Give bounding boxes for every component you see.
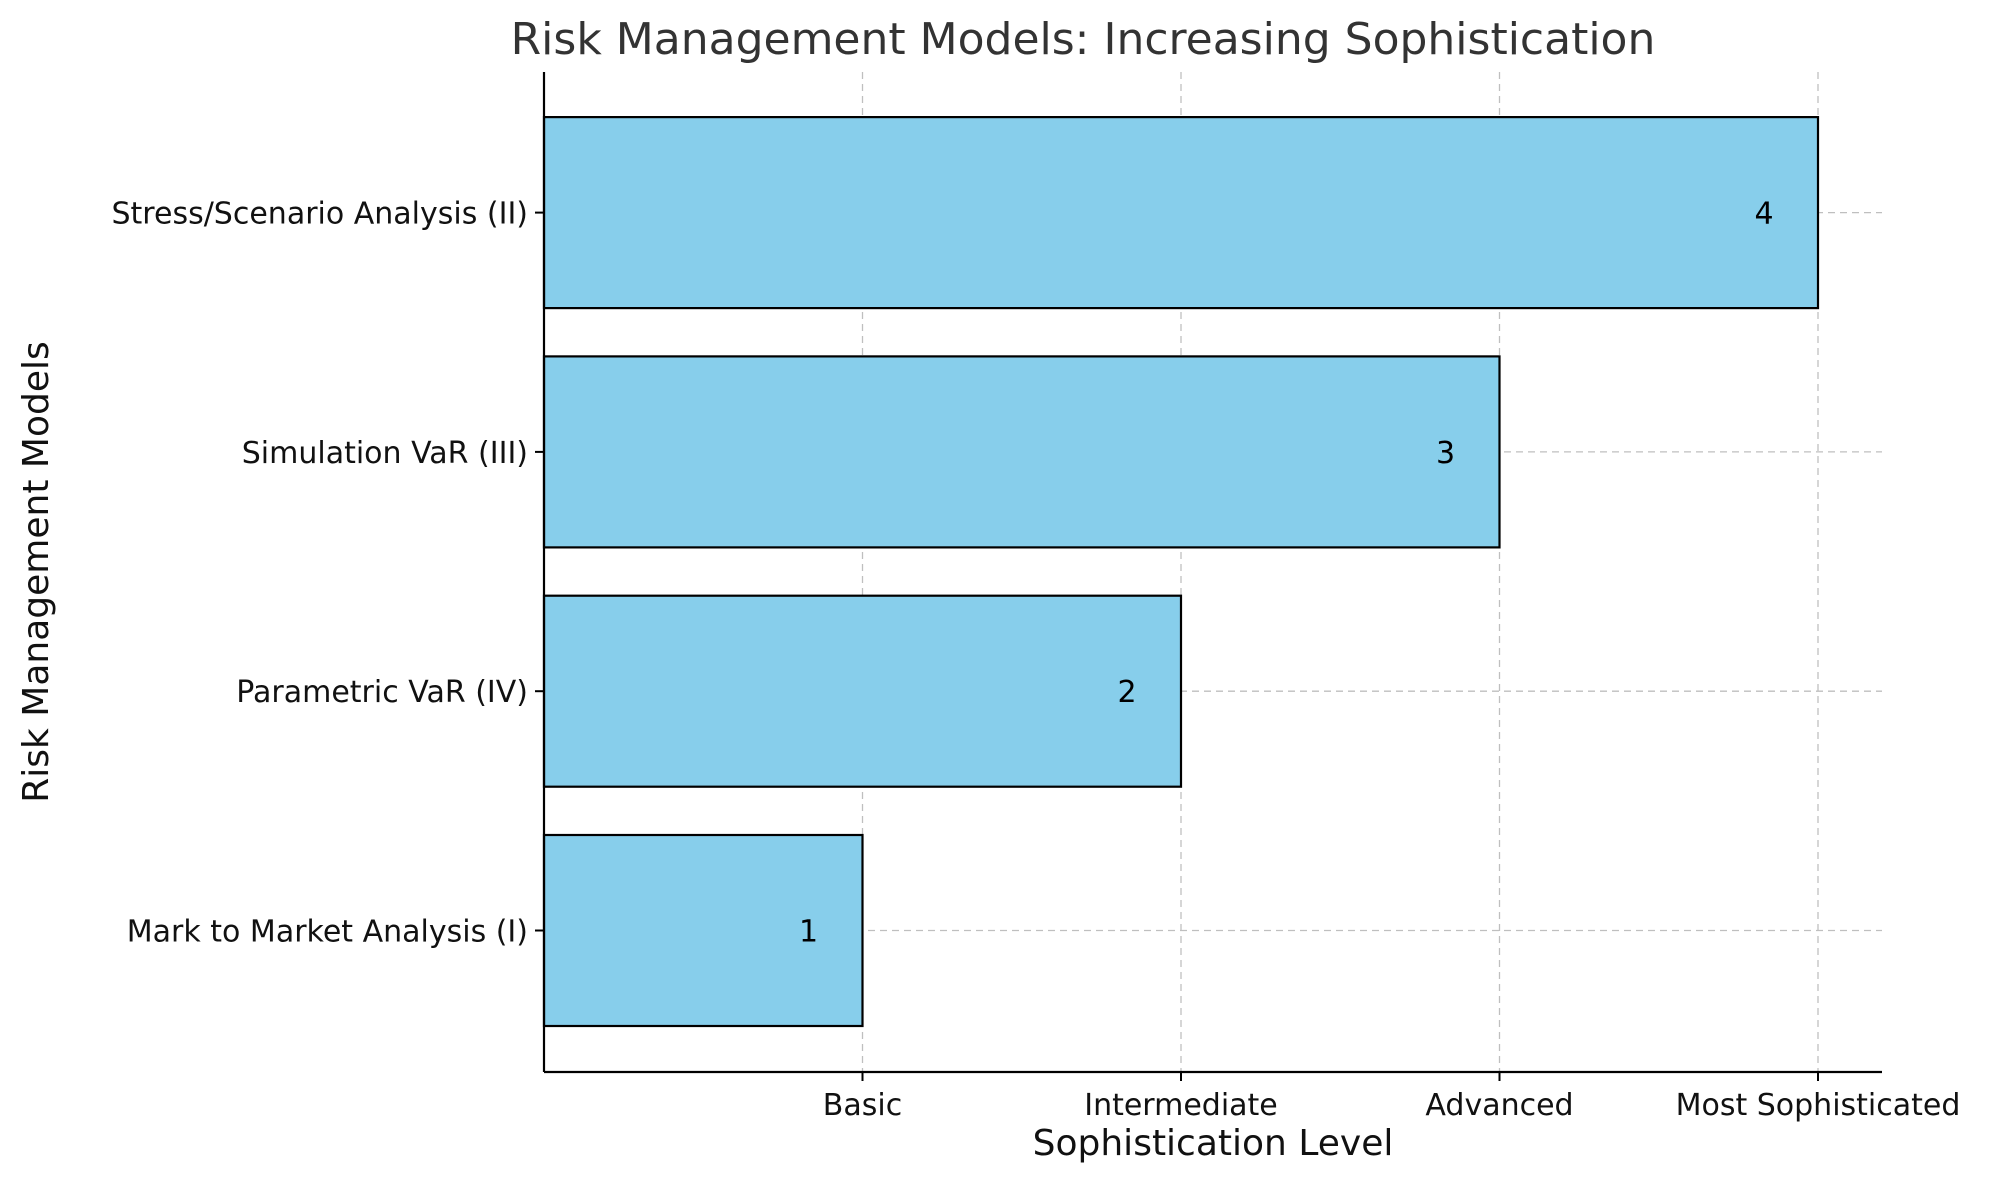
x-tick-label: Basic <box>823 1088 902 1123</box>
x-tick-labels: Basic Intermediate Advanced Most Sophistica… <box>823 1072 1961 1123</box>
bar-4 <box>542 115 1820 310</box>
bar-value-label: 3 <box>1436 436 1455 471</box>
bar-value-label: 2 <box>1117 675 1136 710</box>
bar-value-labels: 1 2 3 4 <box>799 197 1774 950</box>
bar-3 <box>542 355 1501 549</box>
chart-title: Risk Management Models: Increasing Sophi… <box>511 14 1656 65</box>
y-tick-label: Parametric VaR (IV) <box>236 675 528 710</box>
y-tick-labels: Mark to Market Analysis (I) Parametric Va… <box>112 197 544 950</box>
bars <box>542 115 1820 1028</box>
x-axis-label: Sophistication Level <box>1033 1123 1394 1164</box>
y-tick-label: Simulation VaR (III) <box>242 436 528 471</box>
axes <box>542 72 1882 1074</box>
bar-1 <box>542 833 864 1028</box>
bar-value-label: 1 <box>799 915 818 950</box>
y-tick-label: Stress/Scenario Analysis (II) <box>112 197 529 232</box>
x-tick-label: Advanced <box>1425 1088 1573 1123</box>
y-tick-label: Mark to Market Analysis (I) <box>127 915 528 950</box>
y-axis-label: Risk Management Models <box>16 341 57 803</box>
bar-value-label: 4 <box>1754 197 1773 232</box>
bar-2 <box>542 594 1183 788</box>
x-tick-label: Most Sophisticated <box>1676 1088 1961 1123</box>
x-tick-label: Intermediate <box>1084 1088 1278 1123</box>
